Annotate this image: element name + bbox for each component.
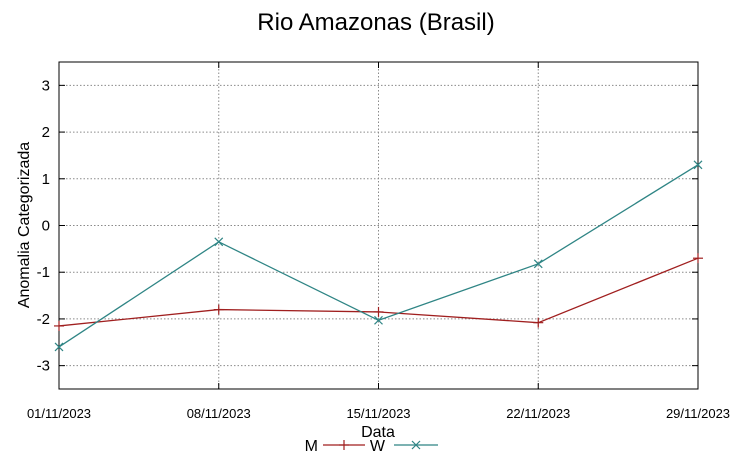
- legend-label-w: W: [370, 438, 386, 455]
- data-point-m: [54, 320, 64, 331]
- data-point-w: [374, 315, 383, 325]
- data-point-w: [214, 237, 224, 247]
- data-point-w-stroke: [54, 342, 64, 352]
- data-point-w-stroke: [693, 160, 703, 170]
- x-axis: 01/11/2023 08/11/2023 15/11/2023 22/11/2023…: [27, 62, 730, 421]
- y-tick-label: 2: [42, 124, 50, 141]
- y-tick-label: -3: [37, 358, 50, 375]
- x-tick-label: 29/11/2023: [666, 406, 730, 421]
- data-point-m: [213, 304, 224, 315]
- data-point-w: [693, 160, 703, 170]
- x-tick-label: 01/11/2023: [27, 406, 91, 421]
- data-point-w: [533, 259, 543, 269]
- x-tick-label: 08/11/2023: [187, 406, 251, 421]
- legend-marker-w: [411, 440, 421, 450]
- y-tick-label: -1: [37, 264, 50, 281]
- chart-title: Rio Amazonas (Brasil): [257, 9, 494, 36]
- y-tick-label: 3: [42, 77, 50, 94]
- grid: [58, 62, 699, 389]
- data-point-m: [693, 253, 703, 264]
- y-tick-label: 1: [42, 171, 50, 188]
- legend-marker-m: [339, 440, 349, 450]
- legend-marker-w-stroke: [411, 440, 421, 450]
- data-point-w: [54, 342, 64, 352]
- series: [54, 160, 703, 352]
- y-axis: -3 -2 -1 0 1 2 3: [37, 77, 698, 375]
- legend-label-m: M: [305, 438, 318, 455]
- data-point-m: [533, 317, 544, 328]
- y-tick-label: -2: [37, 311, 50, 328]
- data-point-w-stroke: [533, 259, 543, 269]
- x-tick-label: 22/11/2023: [506, 406, 570, 421]
- x-tick-label: 15/11/2023: [346, 406, 410, 421]
- data-point-m: [373, 306, 384, 317]
- y-tick-label: 0: [42, 218, 50, 235]
- x-axis-label: Data: [361, 424, 395, 441]
- y-axis-label: Anomalia Categorizada: [16, 142, 33, 308]
- data-point-w-stroke: [214, 237, 224, 247]
- data-point-w-stroke: [374, 315, 383, 325]
